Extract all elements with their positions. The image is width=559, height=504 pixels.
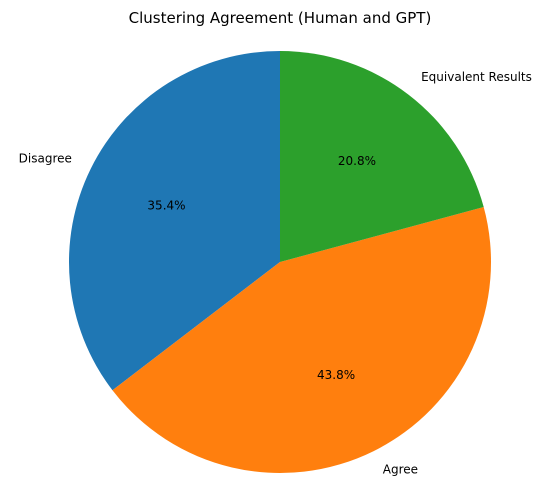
slice-percent-equivalent-results: 20.8%: [338, 154, 376, 168]
slice-percent-agree: 43.8%: [317, 368, 355, 382]
slice-label-disagree: Disagree: [19, 152, 72, 166]
chart-title: Clustering Agreement (Human and GPT): [129, 9, 432, 27]
slice-label-equivalent-results: Equivalent Results: [421, 70, 532, 84]
slice-label-agree: Agree: [383, 463, 418, 477]
slice-percent-disagree: 35.4%: [147, 198, 185, 212]
pie-slices: [69, 51, 491, 473]
